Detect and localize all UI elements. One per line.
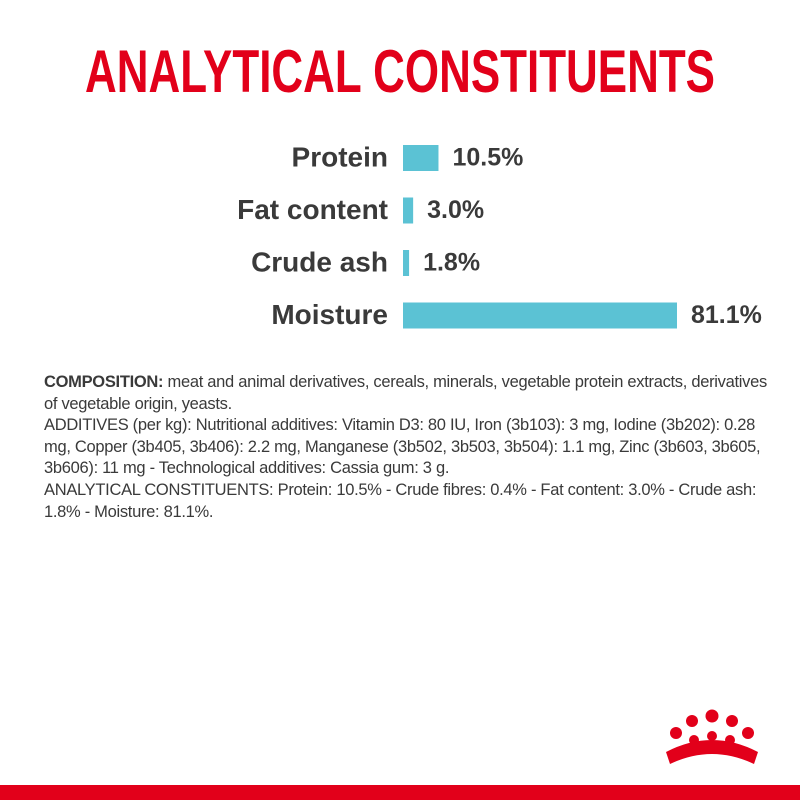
- additives-text: ADDITIVES (per kg): Nutritional additive…: [44, 416, 761, 478]
- category-label: Fat content: [237, 194, 388, 225]
- bar: [403, 145, 439, 171]
- value-label: 10.5%: [452, 144, 523, 172]
- chart-title: ANALYTICAL CONSTITUENTS: [85, 38, 715, 105]
- category-label: Crude ash: [251, 246, 388, 277]
- value-label: 3.0%: [427, 196, 484, 224]
- value-label: 81.1%: [691, 301, 762, 329]
- category-label: Moisture: [271, 299, 388, 330]
- bar: [403, 197, 414, 224]
- composition: COMPOSITION: meat and animal derivatives…: [44, 372, 768, 523]
- value-label: 1.8%: [423, 249, 480, 277]
- composition-text: meat and animal derivatives, cereals, mi…: [44, 373, 767, 413]
- bar: [403, 302, 677, 329]
- composition-label: COMPOSITION:: [44, 373, 164, 391]
- composition-paragraph: COMPOSITION: meat and animal derivatives…: [44, 372, 768, 415]
- analytical-text: ANALYTICAL CONSTITUENTS: Protein: 10.5% …: [44, 480, 757, 521]
- bar: [403, 250, 410, 276]
- footer-stripe: [0, 785, 800, 800]
- category-label: Protein: [292, 141, 388, 172]
- logo: [666, 709, 758, 764]
